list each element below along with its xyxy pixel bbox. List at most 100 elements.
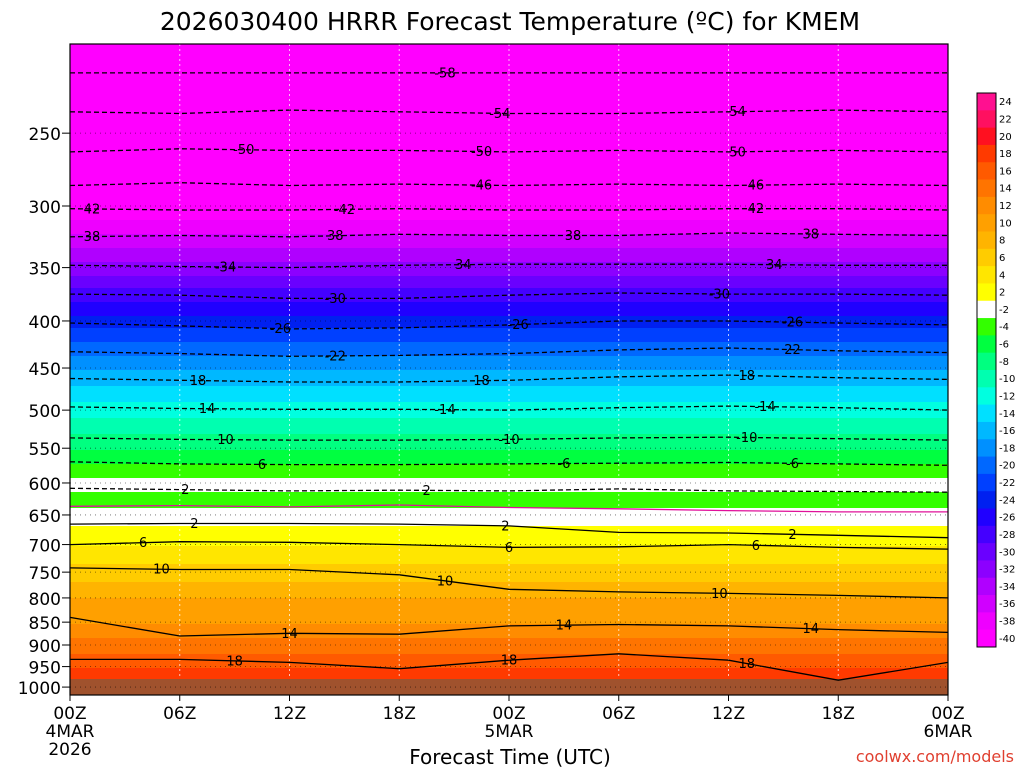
y-tick-label: 650 (29, 507, 61, 527)
colorbar-label: -22 (999, 478, 1015, 489)
colorbar-swatch (977, 508, 996, 527)
temperature-band (70, 572, 948, 575)
contour-label: 14 (803, 622, 820, 637)
colorbar-label: -38 (999, 617, 1015, 628)
temperature-band (70, 106, 948, 109)
contour-label: 10 (153, 563, 170, 578)
contour-line (69, 263, 948, 269)
temperature-band (70, 426, 948, 429)
temperature-band (70, 480, 948, 483)
credit-text[interactable]: coolwx.com/models (856, 747, 1014, 766)
temperature-band (70, 212, 948, 215)
contour-label: -26 (782, 316, 803, 331)
temperature-band (70, 490, 948, 493)
temperature-band (70, 316, 948, 319)
temperature-band (70, 442, 948, 445)
temperature-band (70, 190, 948, 193)
contour-label: 46 (748, 179, 765, 194)
colorbar-label: 18 (999, 149, 1012, 160)
temperature-band (70, 486, 948, 489)
temperature-band (70, 290, 948, 293)
x-tick-label: 06Z (163, 704, 196, 724)
temperature-band (70, 260, 948, 263)
colorbar-label: 8 (999, 236, 1005, 247)
contour-label: -58 (434, 66, 455, 81)
temperature-band (70, 462, 948, 465)
temperature-band (70, 110, 948, 113)
contour-label: -30 (709, 288, 730, 303)
y-tick-label: 1000 (18, 679, 61, 699)
contour-label: 38 (803, 227, 820, 242)
temperature-band (70, 452, 948, 455)
temperature-band (70, 230, 948, 233)
contour-label: -10 (498, 433, 519, 448)
y-tick-label: 400 (29, 313, 61, 333)
temperature-band (70, 396, 948, 399)
colorbar-label: -20 (999, 461, 1015, 472)
x-tick-year: 2026 (48, 740, 91, 760)
temperature-band (70, 252, 948, 255)
colorbar-swatch (977, 144, 996, 163)
x-tick-label: 00Z (931, 704, 964, 724)
temperature-band (70, 456, 948, 459)
temperature-band (70, 466, 948, 469)
temperature-band (70, 180, 948, 183)
colorbar-label: 16 (999, 166, 1012, 177)
contour-line (69, 522, 949, 539)
temperature-band (70, 600, 948, 603)
temperature-band (70, 176, 948, 179)
temperature-band (70, 236, 948, 239)
temperature-band (70, 226, 948, 229)
y-tick-label: 950 (29, 659, 61, 679)
contour-label: -42 (334, 203, 355, 218)
temperature-band (70, 360, 948, 363)
temperature-band (70, 550, 948, 553)
temperature-band (70, 172, 948, 175)
temperature-band (70, 152, 948, 155)
contour-label: -50 (471, 145, 492, 160)
temperature-band (70, 146, 948, 149)
colorbar-label: -6 (999, 340, 1009, 351)
colorbar-swatch (977, 387, 996, 406)
temperature-band (70, 120, 948, 123)
contour-label: -10 (736, 431, 757, 446)
contour-label: 18 (501, 654, 518, 669)
contour-label: 18 (739, 369, 756, 384)
colorbar-label: 4 (999, 270, 1005, 281)
temperature-band (70, 540, 948, 543)
temperature-band (70, 150, 948, 153)
temperature-band (70, 510, 948, 513)
contour-line (69, 232, 949, 238)
temperature-band (70, 330, 948, 333)
colorbar-swatch (977, 300, 996, 319)
contour-label: 10 (711, 587, 728, 602)
temperature-band (70, 210, 948, 213)
colorbar-label: -32 (999, 565, 1015, 576)
contour-label: 2 (501, 519, 509, 534)
temperature-band (70, 590, 948, 593)
temperature-band (70, 326, 948, 329)
colorbar-swatch (977, 231, 996, 250)
colorbar-label: 2 (999, 288, 1005, 299)
contour-label: 18 (226, 654, 243, 669)
temperature-band (70, 502, 948, 505)
contour-label: 38 (565, 229, 582, 244)
temperature-band (70, 406, 948, 409)
temperature-band (70, 492, 948, 495)
temperature-band (70, 612, 948, 615)
temperature-band (70, 570, 948, 573)
contour-label: 10 (217, 433, 234, 448)
temperature-band (70, 636, 948, 639)
contour-label: 2 (423, 484, 431, 499)
temperature-band (70, 322, 948, 325)
temperature-band (70, 532, 948, 535)
temperature-band (70, 482, 948, 485)
x-tick-label: 12Z (273, 704, 306, 724)
temperature-band (70, 416, 948, 419)
y-tick-label: 700 (29, 537, 61, 557)
temperature-band (70, 386, 948, 389)
temperature-band (70, 586, 948, 589)
temperature-band (70, 166, 948, 169)
temperature-band (70, 162, 948, 165)
temperature-band (70, 336, 948, 339)
